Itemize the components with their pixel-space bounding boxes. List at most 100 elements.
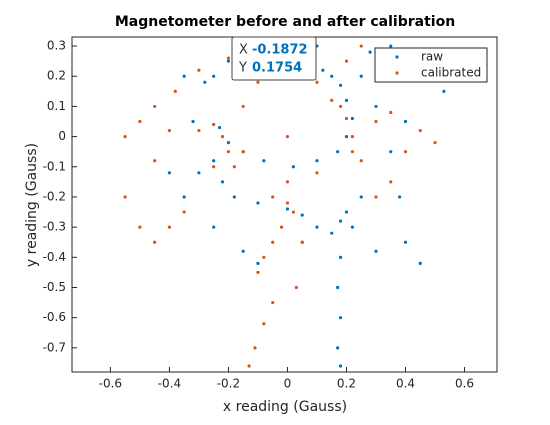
legend-label: raw [421,50,443,64]
plot-box [71,36,498,373]
point [232,195,236,199]
series-1 [123,44,437,368]
point [285,207,290,211]
point [197,68,201,72]
point [167,128,171,133]
chart-title: Magnetometer before and after calibratio… [115,14,455,30]
point [315,159,319,163]
datatip-box [231,36,317,81]
point [403,119,408,124]
point [344,98,349,102]
point [182,74,186,78]
point [330,231,334,235]
datatip-key: Y [238,61,247,76]
datatip-value: 0.1754 [252,61,302,76]
point [338,83,343,87]
point [279,225,284,229]
point [389,180,393,184]
point [344,59,349,63]
point [232,165,236,169]
point [285,134,290,139]
x-tick-label: 0.6 [455,377,474,391]
point [167,171,171,175]
point [226,141,231,145]
point [374,119,378,124]
point [374,195,378,199]
point [153,104,157,109]
point [315,171,319,175]
point [182,210,186,214]
point [153,159,157,163]
y-axis-label: y reading (Gauss) [24,143,40,267]
datatip-value: -0.1872 [252,43,308,58]
point [291,165,295,169]
y-tick-label: -0.2 [43,189,66,203]
point [212,74,216,78]
point [338,316,343,320]
legend-marker [395,71,399,75]
point [241,249,245,253]
point [220,134,225,139]
point [262,159,266,163]
y-tick-label: 0 [58,129,66,143]
y-tick-label: 0.1 [47,99,66,113]
point [359,44,363,48]
point [338,219,343,223]
x-tick-label: -0.4 [158,377,181,391]
point [197,128,201,133]
point [262,255,266,259]
point [338,104,343,109]
point [336,346,340,350]
point [300,240,304,244]
point [321,68,325,72]
point [271,300,275,305]
point [123,195,127,199]
y-tick-label: -0.3 [43,220,66,234]
legend-box [374,47,488,83]
point [182,195,186,199]
point [256,80,260,84]
y-tick-label: -0.6 [43,310,66,324]
point [253,346,257,350]
point [173,89,177,93]
point [212,159,216,163]
point [123,134,127,139]
point [359,74,363,78]
point [153,240,157,244]
point [344,210,349,214]
point [350,150,354,154]
datatip-key: X [239,43,248,58]
point [418,261,422,265]
point [138,119,142,124]
point [220,180,225,184]
point [350,116,354,121]
point [226,56,231,60]
x-tick-label: 0.2 [337,377,356,391]
point [330,74,334,78]
point [197,171,201,175]
point [330,98,334,102]
point [336,150,340,154]
point [403,150,408,154]
x-tick-label: -0.6 [99,377,122,391]
point [368,50,372,54]
point [138,225,142,229]
point [226,150,231,154]
point [256,261,260,265]
point [217,125,222,130]
point [338,255,343,259]
point [291,210,295,214]
point [262,322,266,326]
point [212,122,216,127]
point [241,150,245,154]
point [212,225,216,229]
point [418,128,422,133]
point [359,159,363,163]
point [212,165,216,169]
point [433,141,437,145]
point [315,225,319,229]
point [285,180,290,184]
point [350,225,354,229]
series-0 [167,44,446,368]
